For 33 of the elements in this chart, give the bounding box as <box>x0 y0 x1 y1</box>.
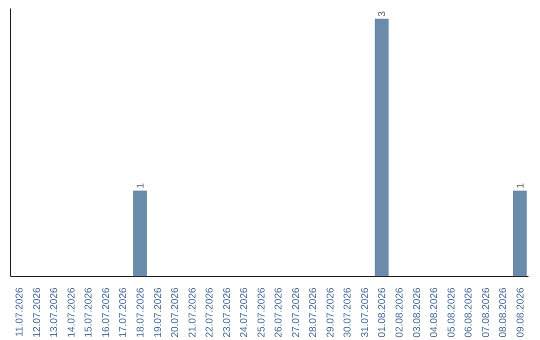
x-tick-label: 23.07.2026 <box>222 287 233 338</box>
x-tick-label: 19.07.2026 <box>152 287 164 338</box>
x-tick-label: 12.07.2026 <box>32 287 43 338</box>
x-tick-label: 20.07.2026 <box>170 287 182 338</box>
x-tick-label: 30.07.2026 <box>342 287 354 338</box>
x-tick-label: 07.08.2026 <box>480 287 492 338</box>
x-tick-label: 11.07.2026 <box>14 287 26 337</box>
x-tick-label: 16.07.2026 <box>100 287 112 338</box>
data-label: 1 <box>515 182 526 189</box>
x-tick-label: 05.08.2026 <box>446 287 458 338</box>
x-tick-label: 28.07.2026 <box>308 287 320 338</box>
x-tick-label: 22.07.2026 <box>204 287 216 338</box>
x-tick-label: 02.08.2026 <box>394 287 406 338</box>
x-tick-label: 26.07.2026 <box>274 287 285 338</box>
x-tick-label: 31.07.2026 <box>360 287 371 338</box>
x-tick-label: 24.07.2026 <box>239 287 250 338</box>
x-tick-label: 17.07.2026 <box>118 287 130 338</box>
x-tick-label: 14.07.2026 <box>66 287 78 338</box>
x-tick-label: 18.07.2026 <box>136 287 146 338</box>
x-tick-label: 03.08.2026 <box>412 287 423 338</box>
data-label: 3 <box>377 10 388 17</box>
data-label: 1 <box>136 182 146 189</box>
x-tick-label: 06.08.2026 <box>464 287 475 338</box>
x-tick-label: 09.08.2026 <box>515 287 526 338</box>
x-tick-label: 29.07.2026 <box>325 287 336 338</box>
x-tick-label: 15.07.2026 <box>84 287 95 338</box>
x-tick-label: 25.07.2026 <box>256 287 268 338</box>
x-tick-label: 21.07.2026 <box>187 287 198 338</box>
x-tick-label: 08.08.2026 <box>498 287 510 338</box>
x-tick-label: 27.07.2026 <box>290 287 302 338</box>
x-tick-label: 04.08.2026 <box>429 287 440 338</box>
x-tick-label: 13.07.2026 <box>49 287 60 338</box>
x-tick-label: 01.08.2026 <box>377 287 388 338</box>
